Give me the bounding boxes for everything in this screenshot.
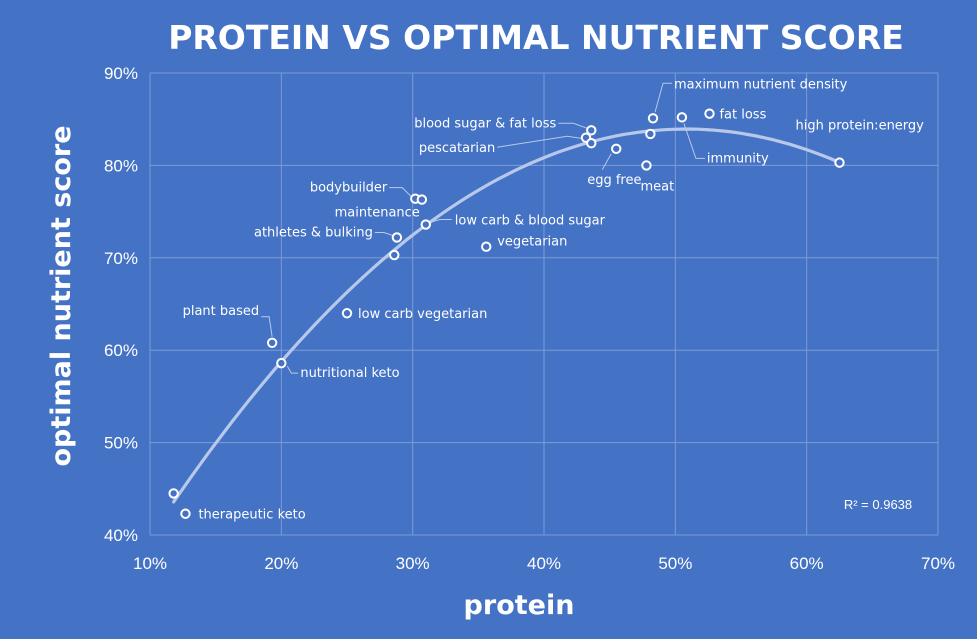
trendline: [172, 127, 842, 504]
data-labels: therapeutic keto plant based nutritional k…: [183, 77, 925, 522]
data-label: high protein:energy: [796, 119, 925, 134]
data-point: [168, 488, 179, 499]
data-point: [416, 194, 428, 205]
data-label: maximum nutrient density: [674, 77, 848, 92]
data-label: low carb & blood sugar: [455, 214, 606, 229]
label-leader-line: [558, 122, 588, 129]
data-point: [586, 125, 597, 136]
leader-lines: [261, 82, 705, 374]
data-points: [168, 108, 845, 519]
data-label: egg free: [587, 173, 641, 188]
x-tick-label: 50%: [658, 554, 692, 573]
chart-title: PROTEIN VS OPTIMAL NUTRIENT SCORE: [168, 18, 904, 57]
data-point: [647, 113, 659, 124]
data-label: fat loss: [719, 108, 766, 123]
label-leader-line: [261, 316, 273, 337]
data-point: [266, 337, 278, 349]
axis-ticks: 40% 50% 60% 70% 80% 90% 10% 20% 30% 40% 50% 60% 70%: [104, 64, 955, 573]
label-leader-line: [497, 135, 588, 148]
x-axis-title: protein: [464, 590, 575, 621]
x-tick-label: 60%: [790, 554, 824, 573]
x-tick-label: 70%: [921, 554, 955, 573]
x-tick-label: 40%: [527, 554, 561, 573]
data-point: [420, 219, 431, 230]
data-point: [641, 160, 652, 171]
gridlines: [149, 72, 939, 536]
data-label: athletes & bulking: [254, 225, 373, 240]
data-label: pescatarian: [419, 141, 495, 156]
data-point: [391, 232, 403, 243]
label-leader-line: [601, 153, 612, 171]
label-leader-line: [429, 219, 452, 224]
x-tick-label: 10%: [133, 554, 167, 573]
y-tick-label: 90%: [104, 64, 138, 83]
data-point: [389, 249, 400, 261]
data-point: [611, 143, 622, 154]
y-tick-label: 60%: [104, 341, 138, 360]
data-point: [481, 241, 492, 252]
data-label: meat: [640, 179, 674, 194]
x-tick-label: 30%: [396, 554, 430, 573]
data-point: [834, 157, 845, 168]
y-tick-label: 70%: [104, 249, 138, 268]
data-label: bodybuilder: [310, 181, 388, 196]
r-squared-label: R² = 0.9638: [844, 497, 912, 512]
data-point: [645, 128, 656, 140]
label-leader-line: [654, 82, 673, 113]
data-label: low carb vegetarian: [358, 307, 487, 322]
data-point: [586, 138, 597, 149]
data-label: blood sugar & fat loss: [414, 116, 556, 131]
data-label: maintenance: [335, 206, 420, 221]
data-point: [276, 357, 287, 369]
label-leader-line: [286, 365, 299, 374]
data-point: [180, 508, 191, 519]
data-label: immunity: [707, 151, 769, 166]
x-tick-label: 20%: [264, 554, 298, 573]
data-point: [341, 308, 353, 319]
trendline-group: [172, 127, 842, 504]
label-leader-line: [389, 187, 412, 198]
data-label: vegetarian: [497, 235, 567, 250]
label-leader-line: [683, 123, 705, 159]
data-label: therapeutic keto: [198, 508, 305, 523]
data-label: plant based: [183, 304, 260, 319]
y-axis-title: optimal nutrient score: [46, 125, 77, 466]
data-point: [676, 112, 688, 123]
y-tick-label: 80%: [104, 156, 138, 175]
data-label: nutritional keto: [300, 366, 399, 381]
label-leader-line: [374, 231, 394, 236]
y-tick-label: 50%: [104, 434, 138, 453]
data-point: [704, 108, 715, 119]
y-tick-label: 40%: [104, 526, 138, 545]
